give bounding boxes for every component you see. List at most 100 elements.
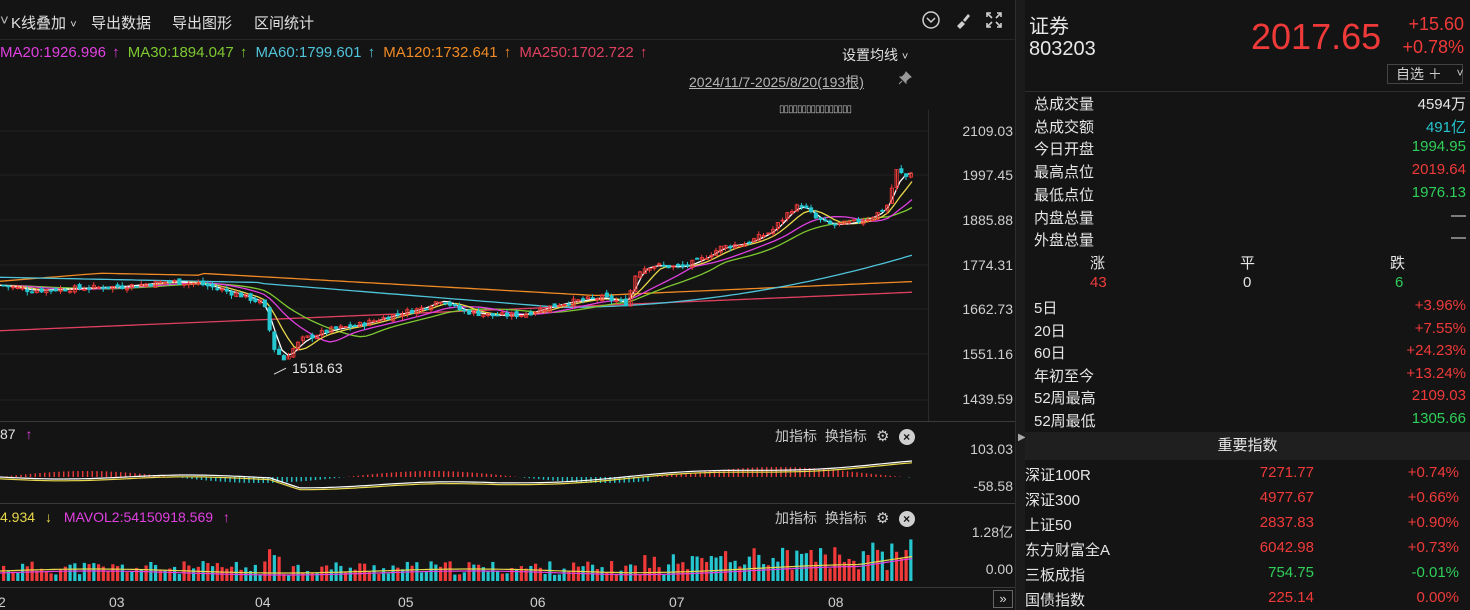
volume-bar	[30, 561, 34, 581]
return-value: 1305.66	[1411, 409, 1466, 427]
volume-bar	[481, 567, 485, 581]
candle-body	[338, 325, 343, 328]
index-row[interactable]: 国债指数 225.14 0.00%	[1025, 589, 1470, 610]
gear-icon[interactable]: ⚙	[876, 510, 890, 528]
scroll-right-button[interactable]: »	[993, 590, 1013, 608]
date-range-label[interactable]: 2024/11/7-2025/8/20(193根)	[689, 74, 864, 90]
volume-bar	[268, 549, 272, 581]
y-tick-label: 1662.73	[962, 301, 1013, 317]
pin-icon[interactable]	[898, 71, 912, 88]
candle-body	[120, 285, 125, 290]
candle-body	[837, 222, 842, 225]
volume-bar	[519, 566, 523, 581]
volume-bar	[477, 564, 481, 581]
index-row[interactable]: 上证50 2837.83 +0.90%	[1025, 514, 1470, 539]
candle-body	[315, 335, 320, 340]
index-row[interactable]: 三板成指 754.75 -0.01%	[1025, 564, 1470, 589]
add-indicator-button[interactable]: 加指标	[775, 510, 817, 526]
candle-body	[818, 217, 823, 220]
volume-bar	[738, 566, 742, 581]
chevron-down-icon[interactable]: ˅	[0, 12, 9, 29]
candle-body	[25, 289, 30, 293]
candle-body	[847, 221, 852, 224]
candle-body	[129, 284, 134, 288]
candle-body	[462, 309, 467, 312]
candle-body	[785, 212, 790, 219]
range-stats-button[interactable]: 区间统计	[254, 15, 315, 32]
candle-body	[372, 320, 377, 323]
candle-body	[277, 348, 282, 355]
volume-bar	[263, 561, 267, 581]
candle-body	[419, 307, 424, 311]
volume-bar	[591, 564, 595, 581]
index-row[interactable]: 深证300 4977.67 +0.66%	[1025, 489, 1470, 514]
kline-overlay-button[interactable]: K线叠加 ˅	[11, 12, 77, 33]
gear-icon[interactable]: ⚙	[876, 428, 890, 446]
index-pct: -0.01%	[1411, 564, 1459, 581]
stat-value: 4594万	[1417, 96, 1466, 113]
index-row[interactable]: 东方财富全A 6042.98 +0.73%	[1025, 539, 1470, 564]
switch-indicator-button[interactable]: 换指标	[824, 428, 867, 444]
volume-bar	[724, 551, 728, 581]
volume-bar	[885, 569, 889, 581]
close-icon[interactable]: ×	[898, 429, 915, 446]
candle-body	[714, 250, 719, 256]
kline-chart-area[interactable]: ˅ K线叠加 ˅ 导出数据 导出图形 区间统计 MA20:1926.996 ↑ …	[0, 0, 1015, 610]
candle-body	[723, 245, 728, 249]
volume-bar	[68, 564, 72, 581]
export-chart-button[interactable]: 导出图形	[172, 15, 233, 32]
fullscreen-icon[interactable]	[983, 10, 1005, 32]
collapse-arrow-icon[interactable]: ▶	[1018, 432, 1026, 443]
candle-body	[429, 306, 434, 311]
quote-panel: 证券 803203 2017.65 +15.60 +0.78% 自选 ＋ ˅ 涨…	[1025, 0, 1470, 610]
y-tick-label: 1997.45	[962, 167, 1013, 183]
down-count: 6	[1395, 274, 1404, 291]
index-value: 754.75	[1268, 564, 1314, 581]
volume-bar	[92, 563, 96, 581]
candle-body	[343, 326, 348, 328]
volume-bar	[614, 574, 618, 581]
up-count: 43	[1090, 274, 1107, 291]
export-data-button[interactable]: 导出数据	[91, 15, 152, 32]
volume-bar	[11, 571, 15, 581]
macd-chart[interactable]	[0, 446, 928, 502]
stat-label: 外盘总量	[1034, 232, 1095, 250]
ma-legend-item: MA60:1799.601 ↑	[255, 44, 376, 61]
volume-bar	[690, 556, 694, 581]
candle-body	[386, 316, 391, 320]
stat-row: 最高点位 2019.64	[1025, 161, 1466, 183]
return-row: 年初至今 +13.24%	[1025, 365, 1466, 387]
panel-split-handle[interactable]	[1015, 0, 1025, 610]
volume-bar	[130, 571, 134, 581]
volume-chart[interactable]	[0, 528, 928, 584]
macd-indicator-buttons: 加指标 换指标 ⚙ ×	[775, 426, 915, 446]
draw-brush-icon[interactable]	[952, 10, 974, 32]
volume-bar	[852, 560, 856, 581]
pane-divider[interactable]	[0, 503, 1015, 504]
chevron-down-icon[interactable]: ˅	[1456, 66, 1464, 80]
candle-body	[296, 341, 301, 350]
volume-bar	[339, 565, 343, 581]
stat-row: 总成交额 491亿	[1025, 116, 1466, 138]
candle-body	[6, 285, 11, 288]
ma-settings-button[interactable]: 设置均线 ˅	[842, 47, 909, 63]
candle-body	[742, 243, 747, 247]
add-watchlist-button[interactable]: 自选 ＋	[1387, 64, 1463, 84]
volume-bar	[73, 563, 77, 581]
return-value: +24.23%	[1406, 342, 1466, 359]
switch-indicator-button[interactable]: 换指标	[824, 510, 867, 526]
volume-bar	[249, 570, 253, 581]
volume-bar	[329, 569, 333, 581]
chevron-circle-icon[interactable]	[920, 10, 942, 32]
close-icon[interactable]: ×	[898, 511, 915, 528]
breadth-labels: 涨 平 跌	[1025, 252, 1466, 274]
chart-toolbar: ˅ K线叠加 ˅ 导出数据 导出图形 区间统计	[0, 0, 1015, 40]
candle-body	[685, 264, 690, 267]
add-indicator-button[interactable]: 加指标	[775, 428, 817, 444]
index-row[interactable]: 深证100R 7271.77 +0.74%	[1025, 464, 1470, 489]
candle-body	[771, 228, 776, 234]
pane-divider[interactable]	[0, 421, 1015, 422]
candle-body	[538, 308, 543, 314]
candle-body	[319, 329, 324, 336]
kline-main-chart[interactable]: 1518.63	[0, 95, 928, 420]
